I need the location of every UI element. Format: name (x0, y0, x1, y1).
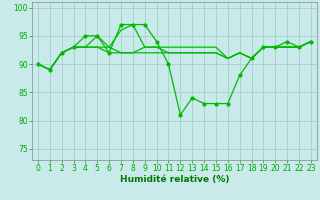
X-axis label: Humidité relative (%): Humidité relative (%) (120, 175, 229, 184)
